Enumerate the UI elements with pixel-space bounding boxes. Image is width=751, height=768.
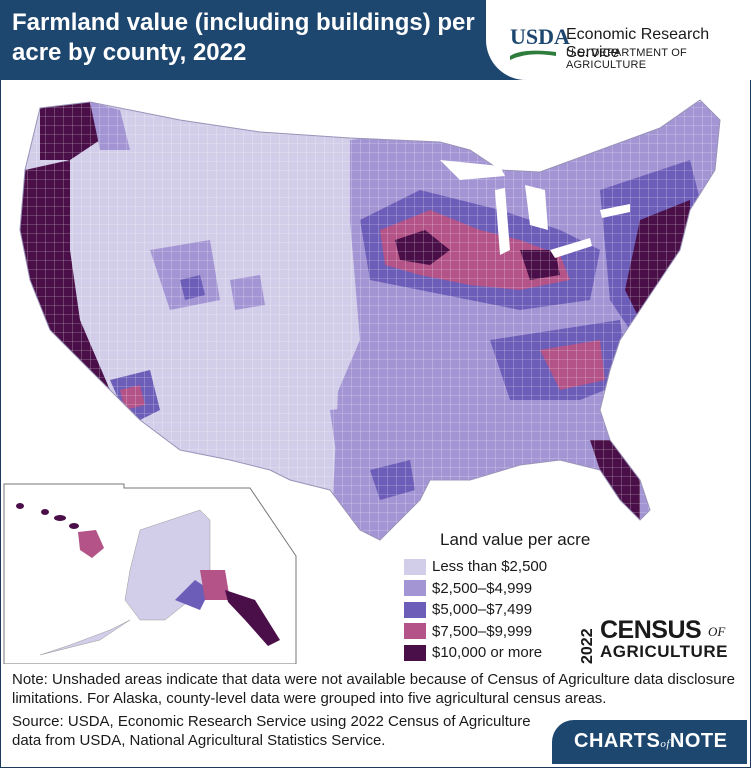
us-county-map bbox=[3, 99, 721, 664]
legend-item: $7,500–$9,999 bbox=[404, 621, 604, 643]
legend-title: Land value per acre bbox=[440, 530, 591, 549]
legend-swatch bbox=[404, 644, 426, 661]
map-area: Land value per acre Less than $2,500 $2,… bbox=[0, 80, 751, 664]
legend-label: $10,000 or more bbox=[432, 644, 543, 662]
conus-outline bbox=[19, 99, 721, 541]
legend-item: $2,500–$4,999 bbox=[404, 578, 604, 600]
legend-swatch bbox=[404, 601, 426, 618]
census-word: CENSUS bbox=[600, 616, 702, 644]
lake-superior bbox=[440, 160, 505, 180]
legend-item: $10,000 or more bbox=[404, 642, 604, 664]
usda-logo-text: USDA bbox=[510, 24, 570, 49]
legend-label: Less than $2,500 bbox=[432, 558, 548, 576]
agency-name: Economic Research Service bbox=[566, 26, 710, 61]
legend-swatch bbox=[404, 623, 426, 640]
legend-item: $5,000–$7,499 bbox=[404, 599, 604, 621]
legend-label: $7,500–$9,999 bbox=[432, 622, 533, 640]
chart-title: Farmland value (including buildings) per… bbox=[12, 9, 475, 66]
lake-ontario bbox=[600, 204, 630, 218]
legend: Land value per acre Less than $2,500 $2,… bbox=[404, 530, 604, 664]
legend-swatch bbox=[404, 558, 426, 575]
census-of: OF bbox=[708, 624, 726, 639]
lake-erie bbox=[550, 238, 592, 258]
legend-swatch bbox=[404, 580, 426, 597]
legend-label: $2,500–$4,999 bbox=[432, 579, 533, 597]
census-agriculture: AGRICULTURE bbox=[600, 642, 728, 661]
census-year: 2022 bbox=[579, 628, 596, 664]
usda-logo-panel bbox=[486, 0, 751, 80]
svg-text:2022: 2022 bbox=[579, 628, 596, 664]
hawaii bbox=[16, 503, 104, 558]
census-logo: 2022 CENSUS OF AGRICULTURE bbox=[578, 616, 738, 666]
lake-michigan bbox=[495, 188, 510, 255]
note-text: Note: Unshaded areas indicate that data … bbox=[12, 671, 735, 707]
department-name: U.S. DEPARTMENT OF AGRICULTURE bbox=[566, 47, 687, 71]
legend-label: $5,000–$7,499 bbox=[432, 601, 533, 619]
charts-of-note-badge: CHARTSofNOTE bbox=[552, 720, 747, 764]
lake-huron bbox=[525, 185, 548, 230]
charts-of-note-text: CHARTSofNOTE bbox=[574, 730, 728, 752]
legend-item: Less than $2,500 bbox=[404, 556, 604, 578]
usda-swoosh-icon bbox=[510, 50, 556, 60]
alaska bbox=[39, 509, 280, 656]
source-text: Source: USDA, Economic Research Service … bbox=[12, 713, 531, 749]
